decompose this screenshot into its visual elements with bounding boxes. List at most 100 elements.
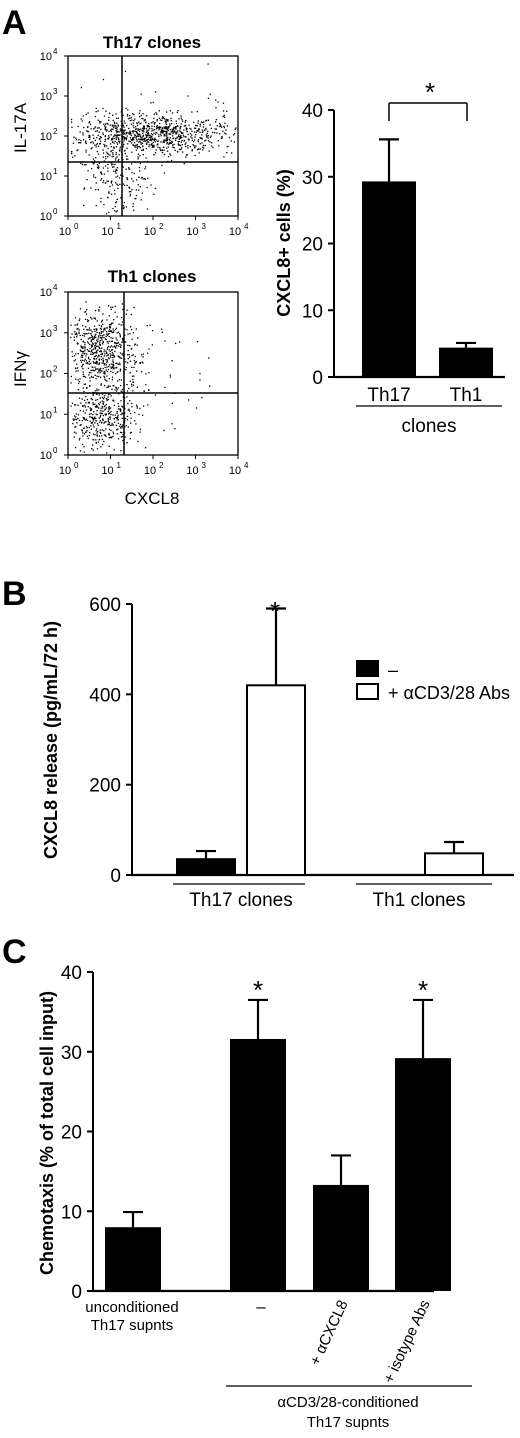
flow-event bbox=[143, 138, 145, 140]
flow-event bbox=[146, 186, 148, 189]
flow-event bbox=[99, 306, 101, 308]
panel-letter-c: C bbox=[2, 933, 27, 971]
flow-event bbox=[93, 127, 96, 129]
flow-event bbox=[203, 124, 205, 126]
flow-event bbox=[119, 425, 121, 427]
flow-event bbox=[131, 385, 133, 387]
flow-event bbox=[163, 146, 165, 148]
flow-event bbox=[113, 404, 116, 406]
flow-event bbox=[99, 397, 102, 399]
flow-event bbox=[97, 189, 99, 191]
flow-event bbox=[111, 424, 113, 426]
flow-event bbox=[146, 136, 148, 138]
flow-event bbox=[96, 350, 98, 352]
flow-event bbox=[103, 337, 105, 339]
flow-event bbox=[96, 390, 98, 392]
flow-event bbox=[153, 117, 155, 120]
flow-event bbox=[100, 136, 102, 139]
flow-event bbox=[165, 135, 167, 137]
flow-event bbox=[83, 390, 85, 393]
flow-event bbox=[71, 333, 73, 335]
flow-event bbox=[88, 426, 90, 429]
flow-event bbox=[205, 139, 207, 141]
flow-event bbox=[225, 133, 227, 135]
flow-event bbox=[99, 341, 101, 344]
flow-event bbox=[82, 363, 84, 365]
flow-event bbox=[84, 352, 86, 355]
flow-event bbox=[196, 130, 198, 132]
flow-event bbox=[113, 368, 115, 370]
flow-event bbox=[116, 388, 118, 391]
flow-event bbox=[82, 410, 85, 412]
flow-event bbox=[163, 149, 165, 151]
flow-event bbox=[113, 319, 115, 321]
flow-event bbox=[171, 135, 174, 137]
flow-event bbox=[106, 386, 108, 389]
flow-event bbox=[171, 140, 173, 142]
flow-event bbox=[82, 325, 84, 327]
flow-event bbox=[169, 142, 171, 144]
flow-event bbox=[71, 355, 74, 357]
flow-event bbox=[116, 367, 118, 369]
flow-event bbox=[145, 166, 147, 168]
flow-event bbox=[91, 345, 93, 347]
flow-event bbox=[125, 361, 127, 363]
flow-event bbox=[115, 117, 118, 120]
flow-event bbox=[202, 144, 205, 147]
flow-event bbox=[162, 130, 164, 132]
flow-event bbox=[168, 143, 170, 145]
flow-event bbox=[194, 136, 196, 138]
flow-event bbox=[116, 122, 118, 124]
flow-event bbox=[104, 405, 106, 407]
flow-event bbox=[137, 129, 139, 131]
flow-event bbox=[172, 137, 174, 140]
flow-x-tick-base: 10 bbox=[186, 226, 198, 238]
flow-event bbox=[77, 379, 79, 381]
flow-event bbox=[234, 133, 236, 135]
flow-event bbox=[124, 149, 126, 152]
flow-event bbox=[134, 198, 136, 200]
flow-event bbox=[119, 343, 121, 345]
flow-event bbox=[89, 138, 91, 141]
flow-event bbox=[131, 328, 133, 331]
flow-event bbox=[169, 110, 171, 112]
flow-event bbox=[104, 413, 106, 415]
y-tick-label-c: 10 bbox=[61, 1202, 82, 1223]
flow-event bbox=[109, 326, 111, 328]
flow-event bbox=[121, 435, 123, 438]
flow-event bbox=[115, 337, 117, 339]
flow-event bbox=[214, 128, 216, 130]
flow-event bbox=[98, 375, 100, 378]
flow-event bbox=[158, 135, 160, 138]
flow-event bbox=[123, 393, 125, 395]
flow-event bbox=[127, 402, 129, 405]
flow-event bbox=[128, 410, 131, 412]
flow-event bbox=[180, 123, 182, 125]
flow-event bbox=[136, 147, 139, 150]
flow-event bbox=[189, 146, 191, 148]
flow-event bbox=[82, 350, 85, 353]
flow-event bbox=[83, 433, 86, 435]
flow-event bbox=[130, 132, 132, 135]
flow-event bbox=[150, 133, 152, 135]
flow-event bbox=[138, 141, 140, 143]
flow-event bbox=[206, 136, 208, 138]
flow-event bbox=[143, 120, 145, 122]
flow-event bbox=[133, 136, 135, 139]
flow-event bbox=[94, 434, 96, 436]
flow-event bbox=[154, 129, 156, 131]
flow-event bbox=[79, 450, 82, 452]
flow-event bbox=[139, 133, 141, 135]
flow-event bbox=[201, 138, 203, 140]
flow-event bbox=[200, 137, 203, 139]
flow-event bbox=[124, 420, 126, 422]
flow-event bbox=[131, 402, 133, 405]
flow-event bbox=[107, 398, 109, 401]
flow-event bbox=[158, 127, 160, 129]
flow-event bbox=[122, 396, 124, 398]
flow-event bbox=[93, 176, 95, 178]
flow-event bbox=[108, 135, 110, 137]
flow-event bbox=[151, 139, 153, 141]
flow-event bbox=[70, 336, 72, 339]
flow-event bbox=[216, 132, 218, 134]
